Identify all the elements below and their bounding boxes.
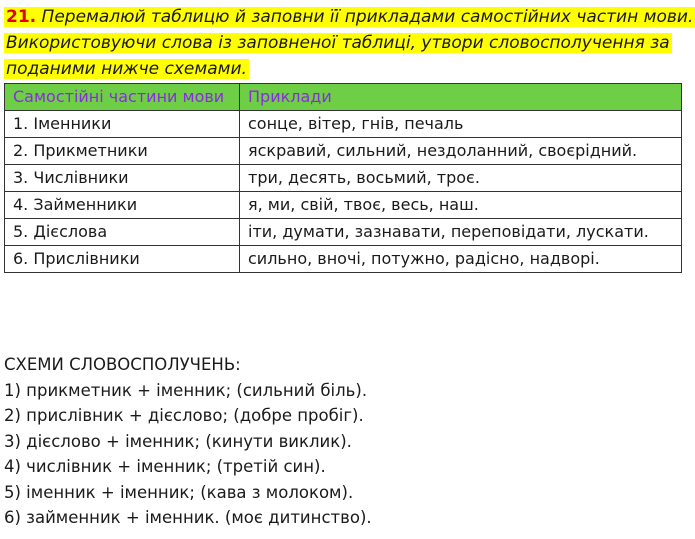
table-row: 3. Числівники три, десять, восьмий, троє. <box>4 164 682 192</box>
table-cell: 5. Дієслова <box>4 218 240 246</box>
task-text: Перемалюй таблицю й заповни її прикладам… <box>6 7 694 79</box>
table-cell: 2. Прикметники <box>4 137 240 165</box>
table-cell: 4. Займенники <box>4 191 240 219</box>
table-cell: іти, думати, зазнавати, переповідати, лу… <box>239 218 682 246</box>
table-header-row: Самостійні частини мови Приклади <box>4 83 682 111</box>
table-row: 6. Прислівники сильно, вночі, потужно, ра… <box>4 245 682 273</box>
scheme-item: 1) прикметник + іменник; (сильний біль). <box>4 380 368 400</box>
table-cell: три, десять, восьмий, троє. <box>239 164 682 192</box>
scheme-item: 6) займенник + іменник. (моє дитинство). <box>4 508 372 527</box>
task-statement: 21. Перемалюй таблицю й заповни її прикл… <box>4 4 695 82</box>
header-cell: Самостійні частини мови <box>4 83 240 111</box>
header-cell: Приклади <box>239 83 682 111</box>
table-cell: яскравий, сильний, нездоланний, своєрідн… <box>239 137 682 165</box>
table-cell: 3. Числівники <box>4 164 240 192</box>
parts-of-speech-table: Самостійні частини мови Приклади 1. Імен… <box>4 83 682 273</box>
scheme-item: 2) прислівник + дієслово; (добре пробіг)… <box>4 406 364 425</box>
table-cell: сонце, вітер, гнів, печаль <box>239 110 682 138</box>
table-cell: 6. Прислівники <box>4 245 240 273</box>
scheme-item: 5) іменник + іменник; (кава з молоком). <box>4 482 354 502</box>
schemes-section: СХЕМИ СЛОВОСПОЛУЧЕНЬ: 1) прикметник + ім… <box>4 352 372 531</box>
table-row: 5. Дієслова іти, думати, зазнавати, переп… <box>4 218 682 246</box>
table-row: 2. Прикметники яскравий, сильний, нездола… <box>4 137 682 165</box>
table-cell: сильно, вночі, потужно, радісно, надворі… <box>239 245 682 273</box>
scheme-item: 4) числівник + іменник; (третій син). <box>4 457 326 476</box>
table-cell: я, ми, свій, твоє, весь, наш. <box>239 191 682 219</box>
table-row: 1. Іменники сонце, вітер, гнів, печаль <box>4 110 682 138</box>
table-cell: 1. Іменники <box>4 110 240 138</box>
schemes-title: СХЕМИ СЛОВОСПОЛУЧЕНЬ: <box>4 355 241 374</box>
task-number: 21. <box>6 7 37 27</box>
scheme-item: 3) дієслово + іменник; (кинути виклик). <box>4 431 352 451</box>
table-row: 4. Займенники я, ми, свій, твоє, весь, на… <box>4 191 682 219</box>
